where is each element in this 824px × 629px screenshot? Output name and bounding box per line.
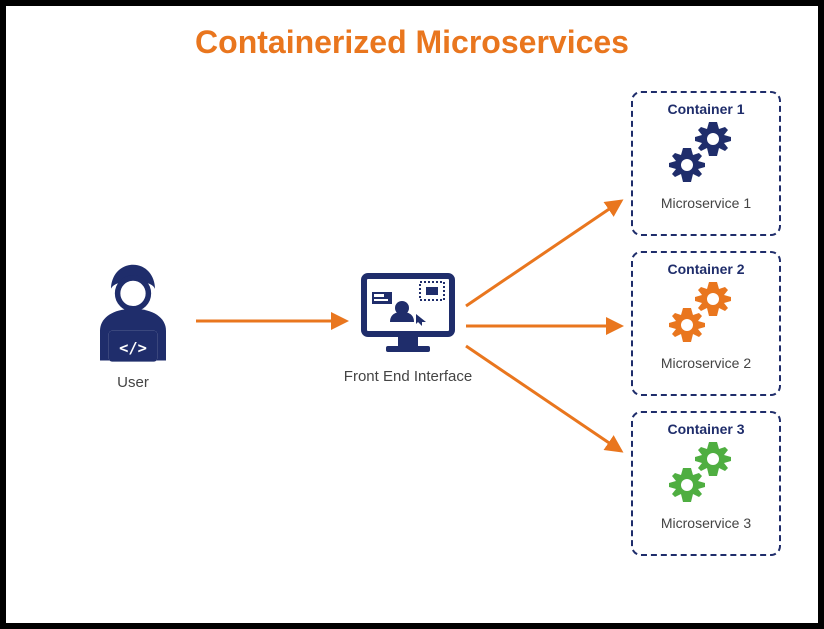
arrow-frontend-c3 <box>466 346 621 451</box>
container-1-title: Container 1 <box>641 101 771 117</box>
container-3-gears <box>641 441 771 511</box>
container-2-gears <box>641 281 771 351</box>
container-2-subtitle: Microservice 2 <box>641 355 771 371</box>
container-2: Container 2 Microservice 2 <box>631 251 781 396</box>
container-3-title: Container 3 <box>641 421 771 437</box>
container-1: Container 1 Microservice 1 <box>631 91 781 236</box>
container-3: Container 3 Microservice 3 <box>631 411 781 556</box>
container-1-subtitle: Microservice 1 <box>641 195 771 211</box>
container-1-gears <box>641 121 771 191</box>
gears-icon <box>661 279 751 353</box>
arrow-frontend-c1 <box>466 201 621 306</box>
gears-icon <box>661 439 751 513</box>
container-3-subtitle: Microservice 3 <box>641 515 771 531</box>
gears-icon <box>661 119 751 193</box>
diagram-canvas: Containerized Microservices </> User F <box>6 6 818 623</box>
container-2-title: Container 2 <box>641 261 771 277</box>
